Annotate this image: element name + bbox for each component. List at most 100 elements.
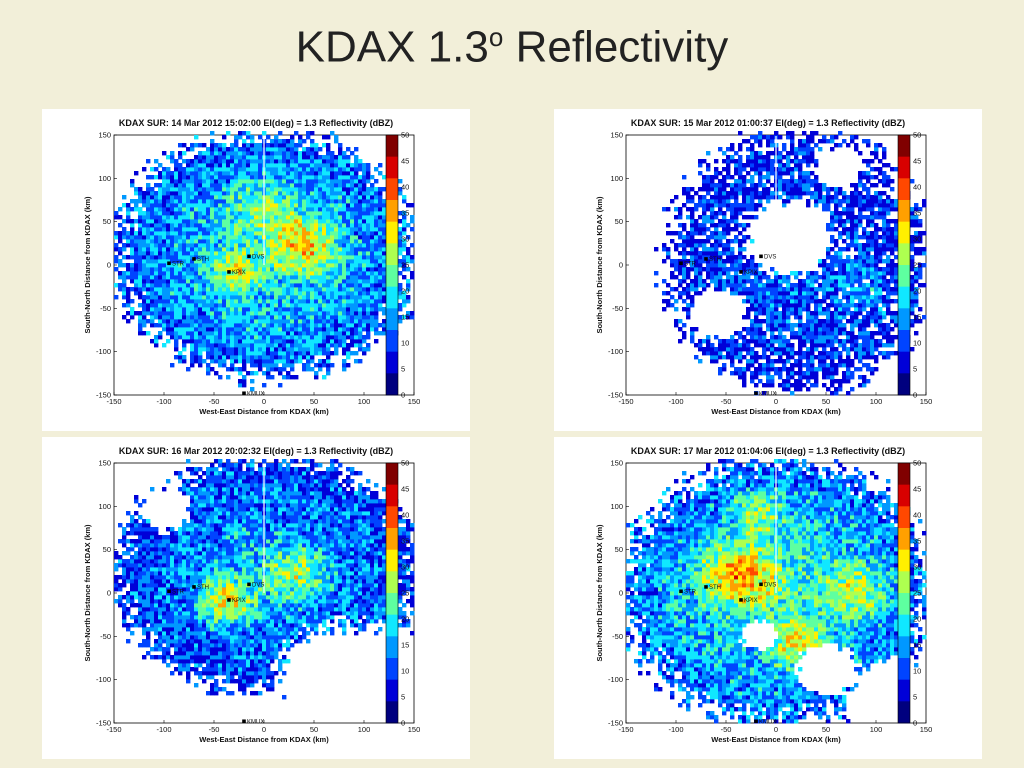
reflectivity-field bbox=[626, 459, 927, 724]
colorbar-tick-label: 35 bbox=[913, 537, 921, 546]
station-marker: KPIX bbox=[739, 270, 758, 276]
colorbar-tick-label: 5 bbox=[401, 693, 405, 702]
station-marker: STH bbox=[192, 585, 209, 591]
y-tick-label: 100 bbox=[610, 502, 623, 511]
y-tick-label: 150 bbox=[610, 131, 623, 140]
station-label: DVS bbox=[764, 582, 776, 588]
radar-plot: KDAX SUR: 15 Mar 2012 01:00:37 El(deg) =… bbox=[595, 118, 933, 416]
station-marker: KMUX bbox=[242, 391, 264, 397]
colorbar-tick-label: 0 bbox=[913, 719, 917, 728]
colorbar-tick-label: 35 bbox=[913, 209, 921, 218]
y-tick-label: -50 bbox=[100, 632, 111, 641]
x-tick-label: -100 bbox=[668, 397, 683, 406]
reflectivity-field bbox=[114, 131, 415, 392]
y-tick-label: 50 bbox=[615, 217, 623, 226]
x-tick-label: 0 bbox=[262, 725, 266, 734]
station-marker: KPIX bbox=[739, 598, 758, 604]
station-label: KMUX bbox=[247, 391, 264, 397]
colorbar-tick-label: 25 bbox=[913, 589, 921, 598]
station-marker: KMUX bbox=[754, 719, 776, 725]
colorbar-tick-label: 15 bbox=[401, 641, 409, 650]
colorbar-tick-label: 0 bbox=[913, 391, 917, 400]
colorbar-tick-label: 15 bbox=[913, 313, 921, 322]
x-tick-label: 150 bbox=[408, 397, 421, 406]
station-label: STH bbox=[709, 257, 721, 263]
colorbar-tick-label: 45 bbox=[401, 157, 409, 166]
y-tick-label: -50 bbox=[612, 632, 623, 641]
station-label: STH bbox=[709, 585, 721, 591]
y-tick-label: 0 bbox=[619, 589, 623, 598]
colorbar-tick-label: 10 bbox=[401, 339, 409, 348]
y-tick-label: -150 bbox=[96, 391, 111, 400]
colorbar-tick-label: 45 bbox=[913, 157, 921, 166]
station-marker: KMUX bbox=[242, 719, 264, 725]
plot-title: KDAX SUR: 17 Mar 2012 01:04:06 El(deg) =… bbox=[631, 446, 905, 456]
colorbar-tick-label: 20 bbox=[401, 615, 409, 624]
station-label: KMUX bbox=[247, 719, 264, 725]
colorbar-tick-label: 35 bbox=[401, 537, 409, 546]
radar-plot: KDAX SUR: 14 Mar 2012 15:02:00 El(deg) =… bbox=[83, 118, 421, 416]
colorbar-tick-label: 25 bbox=[401, 261, 409, 270]
x-tick-label: 100 bbox=[358, 397, 371, 406]
y-tick-label: -100 bbox=[608, 347, 623, 356]
station-label: STH bbox=[197, 257, 209, 263]
colorbar-tick-label: 20 bbox=[401, 287, 409, 296]
station-label: DVS bbox=[764, 254, 776, 260]
station-marker: DVS bbox=[759, 254, 776, 260]
slide-title-rest: Reflectivity bbox=[503, 22, 729, 72]
x-tick-label: 150 bbox=[408, 725, 421, 734]
station-marker: KMUX bbox=[754, 391, 776, 397]
station-label: KMUX bbox=[759, 719, 776, 725]
station-label: KPIX bbox=[744, 270, 758, 276]
x-tick-label: 50 bbox=[310, 725, 318, 734]
y-tick-label: 50 bbox=[615, 545, 623, 554]
y-tick-label: 150 bbox=[610, 459, 623, 468]
station-label: KPIX bbox=[744, 598, 758, 604]
y-tick-label: 50 bbox=[103, 217, 111, 226]
y-tick-label: -150 bbox=[608, 719, 623, 728]
y-axis-label: South-North Distance from KDAX (km) bbox=[595, 524, 604, 662]
station-label: STH bbox=[197, 585, 209, 591]
radar-panel-2: KDAX SUR: 15 Mar 2012 01:00:37 El(deg) =… bbox=[554, 109, 982, 431]
station-marker: STR bbox=[167, 589, 185, 595]
y-tick-label: 100 bbox=[98, 502, 111, 511]
station-marker: STH bbox=[704, 585, 721, 591]
x-tick-label: -50 bbox=[721, 397, 732, 406]
x-tick-label: -50 bbox=[209, 397, 220, 406]
colorbar-tick-label: 30 bbox=[401, 563, 409, 572]
x-tick-label: -150 bbox=[106, 725, 121, 734]
y-tick-label: 0 bbox=[107, 589, 111, 598]
colorbar-tick-label: 50 bbox=[913, 459, 921, 468]
colorbar-tick-label: 5 bbox=[913, 693, 917, 702]
colorbar-tick-label: 25 bbox=[401, 589, 409, 598]
station-marker: STH bbox=[192, 257, 209, 263]
station-label: KPIX bbox=[232, 270, 246, 276]
y-tick-label: 100 bbox=[610, 174, 623, 183]
station-marker: KPIX bbox=[227, 598, 246, 604]
x-tick-label: 150 bbox=[920, 397, 933, 406]
colorbar-tick-label: 40 bbox=[401, 183, 409, 192]
colorbar-tick-label: 50 bbox=[401, 131, 409, 140]
x-tick-label: 50 bbox=[822, 725, 830, 734]
colorbar-tick-label: 15 bbox=[913, 641, 921, 650]
x-tick-label: 0 bbox=[774, 397, 778, 406]
y-tick-label: 150 bbox=[98, 459, 111, 468]
x-tick-label: -50 bbox=[209, 725, 220, 734]
y-axis-label: South-North Distance from KDAX (km) bbox=[83, 524, 92, 662]
x-tick-label: 150 bbox=[920, 725, 933, 734]
x-axis-label: West-East Distance from KDAX (km) bbox=[711, 407, 841, 416]
y-tick-label: 150 bbox=[98, 131, 111, 140]
x-tick-label: 100 bbox=[870, 397, 883, 406]
station-marker: STR bbox=[167, 261, 185, 267]
slide-title-degree: o bbox=[488, 22, 504, 52]
station-marker: KPIX bbox=[227, 270, 246, 276]
colorbar-tick-label: 40 bbox=[913, 183, 921, 192]
y-axis-label: South-North Distance from KDAX (km) bbox=[83, 196, 92, 334]
x-tick-label: 100 bbox=[870, 725, 883, 734]
colorbar-tick-label: 5 bbox=[401, 365, 405, 374]
y-tick-label: -100 bbox=[608, 675, 623, 684]
